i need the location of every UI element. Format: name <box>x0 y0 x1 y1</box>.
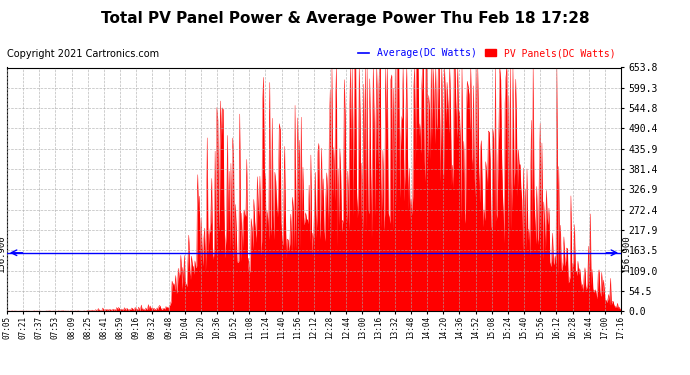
Text: 156.900: 156.900 <box>622 234 631 272</box>
Text: Copyright 2021 Cartronics.com: Copyright 2021 Cartronics.com <box>7 49 159 59</box>
Text: Total PV Panel Power & Average Power Thu Feb 18 17:28: Total PV Panel Power & Average Power Thu… <box>101 11 589 26</box>
Text: 156.900: 156.900 <box>0 234 6 272</box>
Legend: Average(DC Watts), PV Panels(DC Watts): Average(DC Watts), PV Panels(DC Watts) <box>354 44 620 62</box>
